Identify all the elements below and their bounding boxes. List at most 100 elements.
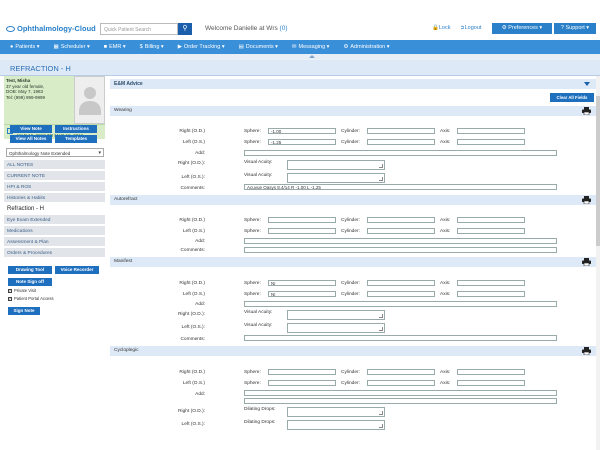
autorefract-right-sphere-input[interactable]	[268, 217, 336, 223]
patient-portal-checkbox[interactable]: Patient Portal Access	[8, 296, 54, 301]
left-nav-eye-exam[interactable]: Eye Exam Extended	[4, 215, 105, 225]
axis-label: Axis:	[440, 281, 451, 286]
private-visit-checkbox[interactable]: Private Visit	[8, 288, 36, 293]
wearing-va-left-textarea[interactable]	[287, 173, 385, 183]
cycloplegic-add-input[interactable]	[244, 390, 557, 396]
wearing-add-label: Add:	[195, 151, 205, 156]
cycloplegic-left-cylinder-input[interactable]	[367, 380, 435, 386]
cylinder-label: Cylinder:	[341, 381, 360, 386]
manifest-add-input[interactable]	[244, 301, 557, 307]
note-sign-off-button[interactable]: Note Sign off	[8, 278, 52, 286]
cycloplegic-left-sphere-input[interactable]	[268, 380, 336, 386]
cylinder-label: Cylinder:	[341, 129, 360, 134]
view-all-notes-button[interactable]: View All Notes	[10, 135, 52, 143]
nav-documents[interactable]: ▤ Documents ▾	[238, 44, 278, 50]
cycloplegic-extra-input[interactable]	[244, 398, 557, 404]
nav-patients[interactable]: ● Patients ▾	[10, 44, 40, 50]
note-type-select[interactable]: Ophthalmology Note Extended ▾	[6, 148, 104, 157]
left-nav-histories[interactable]: Histories & Habits	[4, 193, 105, 203]
nav-scheduler[interactable]: ▦ Scheduler ▾	[53, 44, 90, 50]
print-icon[interactable]	[582, 107, 591, 115]
cycloplegic-right-sphere-input[interactable]	[268, 369, 336, 375]
autorefract-right-cylinder-input[interactable]	[367, 217, 435, 223]
clear-all-fields-button[interactable]: Clear All Fields	[550, 93, 594, 102]
sign-note-button[interactable]: Sign Note	[8, 307, 40, 315]
left-nav-orders[interactable]: Orders & Procedures	[4, 248, 105, 258]
document-icon: ▤	[238, 44, 244, 50]
wearing-left-axis-input[interactable]	[457, 139, 525, 145]
left-nav-current-note[interactable]: CURRENT NOTE	[4, 171, 105, 181]
wearing-right-cylinder-input[interactable]	[367, 128, 435, 134]
cycloplegic-left-axis-input[interactable]	[457, 380, 525, 386]
wearing-left-cylinder-input[interactable]	[367, 139, 435, 145]
wearing-va-right-textarea[interactable]	[287, 160, 385, 170]
manifest-left-sphere-input[interactable]: NI	[268, 291, 336, 297]
wearing-comments-input[interactable]: Acuvue Oasys 8.4/14 R -1.00 L -1.25	[244, 184, 557, 190]
left-nav-medications[interactable]: Medications	[4, 226, 105, 236]
logout-button[interactable]: ➲Logout	[460, 25, 481, 31]
nav-messaging[interactable]: ✉ Messaging ▾	[291, 44, 330, 50]
manifest-right-cylinder-input[interactable]	[367, 280, 435, 286]
scrollbar-thumb[interactable]	[596, 96, 600, 246]
nav-billing[interactable]: $ Billing ▾	[139, 44, 164, 50]
drawing-tool-button[interactable]: Drawing Tool	[8, 266, 52, 274]
autorefract-right-axis-input[interactable]	[457, 217, 525, 223]
axis-label: Axis:	[440, 140, 451, 145]
nav-emr[interactable]: ■ EMR ▾	[103, 44, 126, 50]
nav-order-tracking[interactable]: ▶ Order Tracking ▾	[177, 44, 225, 50]
collapse-caret-icon[interactable]	[309, 55, 315, 58]
patient-name[interactable]: Test, Misha	[6, 78, 31, 83]
dollar-icon: $	[139, 44, 143, 50]
nav-administration[interactable]: ⚙ Administration ▾	[343, 44, 390, 50]
manifest-left-axis-input[interactable]	[457, 291, 525, 297]
instructions-button[interactable]: Instructions	[55, 125, 97, 133]
sphere-label: Sphere:	[244, 229, 261, 234]
manifest-right-axis-input[interactable]	[457, 280, 525, 286]
cycloplegic-right-cylinder-input[interactable]	[367, 369, 435, 375]
print-icon[interactable]	[582, 196, 591, 204]
lock-icon: 🔒	[432, 25, 439, 31]
left-nav-hpi-ros[interactable]: HPI & ROS	[4, 182, 105, 192]
welcome-text: Welcome Danielle at Wrs (0)	[205, 25, 288, 32]
welcome-label: Welcome Danielle at Wrs	[205, 25, 278, 32]
chevron-down-icon[interactable]	[584, 82, 590, 86]
print-icon[interactable]	[582, 347, 591, 355]
wearing-left-sphere-input[interactable]: -1.25	[268, 139, 336, 145]
section-title: Manifest	[114, 259, 133, 264]
print-icon[interactable]	[582, 258, 591, 266]
autorefract-left-cylinder-input[interactable]	[367, 228, 435, 234]
manifest-right-sphere-input[interactable]: NI	[268, 280, 336, 286]
left-nav-all-notes[interactable]: ALL NOTES	[4, 160, 105, 170]
preferences-button[interactable]: ⚙ Preferences ▾	[492, 23, 552, 34]
wearing-add-input[interactable]	[244, 150, 557, 156]
em-advice-header[interactable]: E&M Advice	[110, 79, 596, 89]
autorefract-left-axis-input[interactable]	[457, 228, 525, 234]
cycloplegic-drops-right-textarea[interactable]	[287, 407, 385, 417]
message-count-link[interactable]: (0)	[279, 25, 288, 32]
left-nav-assessment[interactable]: Assessment & Plan	[4, 237, 105, 247]
left-nav-refraction[interactable]: Refraction - H	[4, 204, 105, 214]
app-logo[interactable]: Ophthalmology-Cloud	[6, 24, 96, 33]
manifest-va-right-textarea[interactable]	[287, 310, 385, 320]
voice-recorder-button[interactable]: Voice Recorder	[55, 266, 99, 274]
section-cycloplegic-header: Cycloplegic	[110, 346, 596, 356]
manifest-comments-input[interactable]	[244, 335, 557, 341]
lock-label: Lock	[438, 25, 451, 31]
private-visit-label: Private Visit	[14, 288, 37, 293]
support-button[interactable]: ? Support ▾	[554, 23, 596, 34]
manifest-va-left-textarea[interactable]	[287, 323, 385, 333]
main-scrollbar[interactable]	[596, 76, 600, 450]
cycloplegic-right-axis-input[interactable]	[457, 369, 525, 375]
autorefract-add-input[interactable]	[244, 238, 557, 244]
view-note-button[interactable]: View Note	[10, 125, 52, 133]
manifest-left-cylinder-input[interactable]	[367, 291, 435, 297]
templates-button[interactable]: Templates	[55, 135, 97, 143]
cycloplegic-drops-left-textarea[interactable]	[287, 420, 385, 430]
wearing-right-sphere-input[interactable]: -1.00	[268, 128, 336, 134]
autorefract-comments-input[interactable]	[244, 247, 557, 253]
lock-button[interactable]: 🔒Lock	[432, 25, 450, 31]
search-button[interactable]: ⚲	[178, 23, 192, 35]
wearing-right-axis-input[interactable]	[457, 128, 525, 134]
autorefract-left-sphere-input[interactable]	[268, 228, 336, 234]
patient-search-input[interactable]: Quick Patient Search	[100, 23, 178, 35]
